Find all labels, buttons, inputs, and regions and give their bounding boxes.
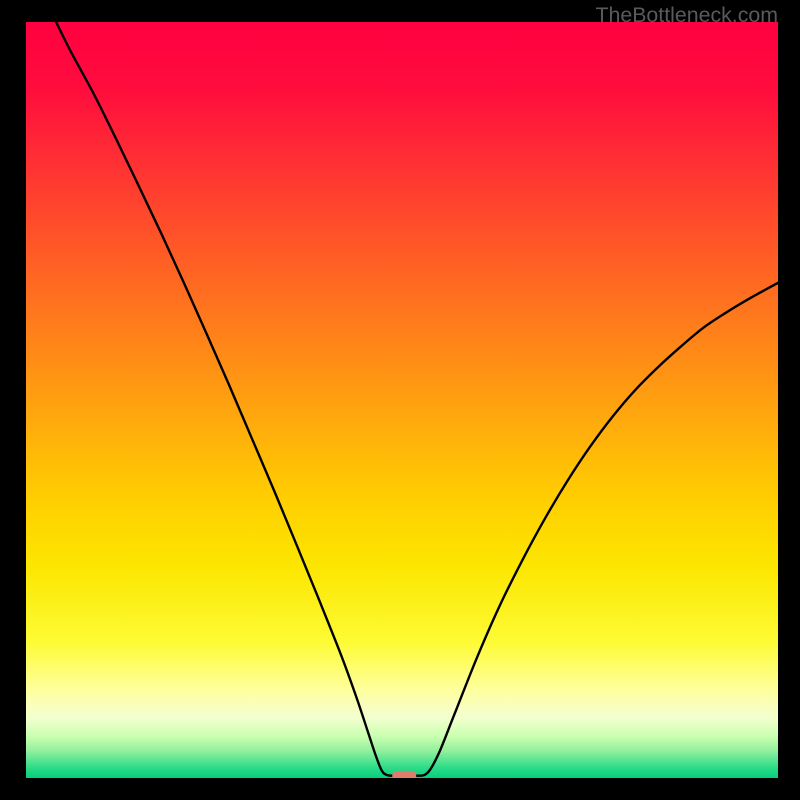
gradient-background xyxy=(26,22,778,778)
chart-container: TheBottleneck.com xyxy=(0,0,800,800)
watermark-text: TheBottleneck.com xyxy=(595,3,778,28)
bottleneck-chart xyxy=(26,22,778,778)
optimal-point-marker xyxy=(392,771,416,778)
